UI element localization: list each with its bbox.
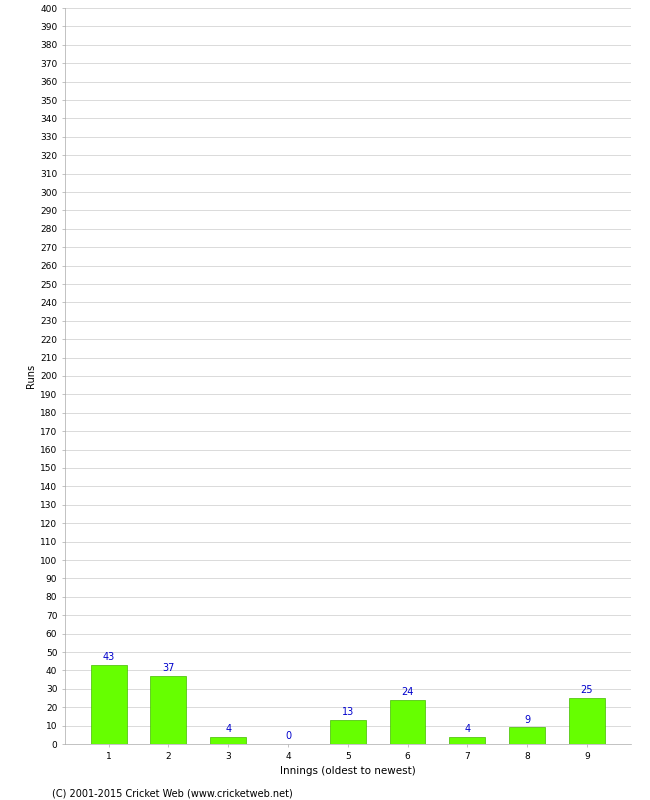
Bar <box>509 727 545 744</box>
Bar <box>330 720 366 744</box>
Bar <box>449 737 486 744</box>
Bar <box>91 665 127 744</box>
Bar <box>210 737 246 744</box>
Bar <box>151 676 187 744</box>
Bar <box>569 698 604 744</box>
Text: 4: 4 <box>225 724 231 734</box>
Text: 43: 43 <box>103 652 115 662</box>
Bar <box>389 700 426 744</box>
Text: 0: 0 <box>285 731 291 742</box>
Text: 9: 9 <box>524 714 530 725</box>
Text: (C) 2001-2015 Cricket Web (www.cricketweb.net): (C) 2001-2015 Cricket Web (www.cricketwe… <box>52 788 292 798</box>
Text: 37: 37 <box>162 663 175 673</box>
Text: 4: 4 <box>464 724 471 734</box>
Y-axis label: Runs: Runs <box>26 364 36 388</box>
X-axis label: Innings (oldest to newest): Innings (oldest to newest) <box>280 766 415 776</box>
Text: 25: 25 <box>580 686 593 695</box>
Text: 24: 24 <box>401 687 413 697</box>
Text: 13: 13 <box>342 707 354 718</box>
